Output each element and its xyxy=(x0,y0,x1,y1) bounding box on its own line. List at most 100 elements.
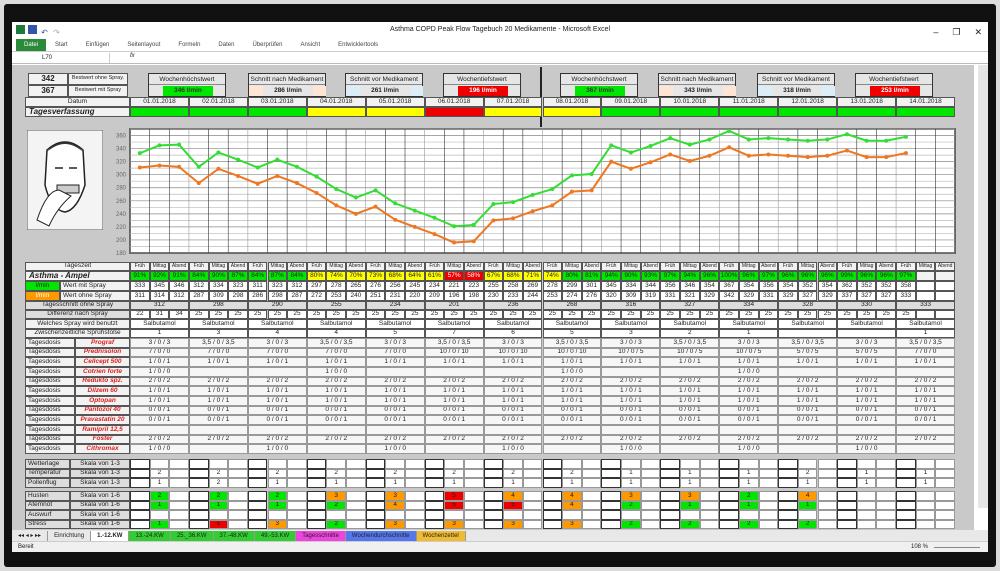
y-tick-label: 360 xyxy=(116,134,127,140)
zoom-level: 108 % xyxy=(910,544,928,550)
asthma-patient-illustration xyxy=(27,130,103,230)
ribbon-tab-1[interactable]: Start xyxy=(55,41,68,48)
ribbon-tab-5[interactable]: Daten xyxy=(218,41,235,48)
close-icon[interactable]: ✕ xyxy=(974,27,982,37)
data-point xyxy=(569,189,574,194)
data-point xyxy=(491,218,496,223)
ribbon-tab-0[interactable]: Datei xyxy=(16,38,47,51)
data-point xyxy=(412,208,417,213)
data-point xyxy=(727,145,732,150)
data-point xyxy=(609,143,614,148)
data-point xyxy=(157,143,162,148)
status-ready: Bereit xyxy=(18,544,34,550)
data-point xyxy=(373,204,378,209)
redo-icon[interactable]: ↷ xyxy=(53,28,60,37)
data-point xyxy=(903,134,908,139)
data-point xyxy=(884,138,889,143)
data-point xyxy=(137,165,142,170)
data-point xyxy=(825,137,830,142)
sheet-nav-arrows[interactable]: ◂◂ ◂ ▸ ▸▸ xyxy=(12,530,49,541)
sheet-tab[interactable]: 25._36.KW xyxy=(170,530,214,541)
sheet-tab[interactable]: Wochendurchschnitte xyxy=(345,530,417,541)
data-point xyxy=(412,224,417,229)
data-point xyxy=(864,138,869,143)
data-point xyxy=(668,136,673,141)
y-tick-label: 240 xyxy=(116,212,127,218)
data-point xyxy=(511,216,516,221)
data-point xyxy=(373,188,378,193)
data-point xyxy=(471,222,476,227)
data-point xyxy=(884,155,889,160)
ribbon-tab-2[interactable]: Einfügen xyxy=(85,41,110,48)
ribbon-tab-8[interactable]: Entwicklertools xyxy=(338,41,379,48)
data-point xyxy=(393,201,398,206)
data-point xyxy=(766,136,771,141)
formula-bar: L70 fx xyxy=(12,52,988,64)
data-point xyxy=(864,155,869,160)
data-point xyxy=(786,137,791,142)
data-point xyxy=(648,160,653,165)
name-box[interactable]: L70 xyxy=(20,53,110,63)
data-point xyxy=(216,166,221,171)
ribbon-tab-7[interactable]: Ansicht xyxy=(300,41,321,48)
data-point xyxy=(530,192,535,197)
data-point xyxy=(236,157,241,162)
data-point xyxy=(628,166,633,171)
restore-icon[interactable]: ❐ xyxy=(952,27,961,37)
data-point xyxy=(805,155,810,160)
title-bar: ↶ ↷ Asthma COPD Peak Flow Tagebuch 20 Me… xyxy=(12,22,988,38)
y-tick-label: 180 xyxy=(116,251,127,257)
save-icon[interactable] xyxy=(28,25,37,34)
sheet-tab[interactable]: 13.-24.KW xyxy=(129,530,171,541)
status-bar: Bereit 108 % xyxy=(12,541,988,552)
ribbon-tab-4[interactable]: Formeln xyxy=(178,41,201,48)
data-point xyxy=(648,143,653,148)
series-line-mit xyxy=(139,129,907,228)
data-point xyxy=(177,142,182,147)
data-point xyxy=(275,173,280,178)
data-point xyxy=(196,164,201,169)
minimize-icon[interactable]: – xyxy=(933,27,939,37)
window-title: Asthma COPD Peak Flow Tagebuch 20 Medika… xyxy=(389,26,611,33)
data-point xyxy=(432,232,437,237)
data-point xyxy=(452,240,457,245)
data-point xyxy=(687,158,692,163)
data-point xyxy=(825,153,830,158)
y-tick-label: 200 xyxy=(116,238,127,244)
series-line-ohne xyxy=(139,146,907,244)
data-point xyxy=(805,138,810,143)
data-point xyxy=(255,165,260,170)
sheet-tab[interactable]: 1.-12.KW xyxy=(91,530,130,541)
data-point xyxy=(707,137,712,142)
sheet-tab[interactable]: Einrichtung xyxy=(48,530,92,541)
data-point xyxy=(196,181,201,186)
data-point xyxy=(334,203,339,208)
data-point xyxy=(294,181,299,186)
sheet-tab[interactable]: 49.-53.KW xyxy=(254,530,297,541)
sheet-tab[interactable]: 37.-48.KW xyxy=(213,530,255,541)
sheet-tab[interactable]: Wochenzettel xyxy=(416,530,466,541)
data-point xyxy=(707,153,712,158)
data-point xyxy=(236,173,241,178)
data-point xyxy=(275,157,280,162)
data-point xyxy=(550,187,555,192)
data-point xyxy=(314,174,319,179)
fx-icon[interactable]: fx xyxy=(130,53,135,59)
data-point xyxy=(314,190,319,195)
ribbon-tabs: Datei Start Einfügen Seitenlayout Formeln Dat… xyxy=(12,38,988,52)
undo-icon[interactable]: ↶ xyxy=(41,28,48,37)
data-point xyxy=(903,151,908,156)
ribbon-tab-3[interactable]: Seitenlayout xyxy=(127,41,161,48)
data-point xyxy=(844,148,849,153)
data-point xyxy=(746,137,751,142)
y-tick-label: 260 xyxy=(116,199,127,205)
data-point xyxy=(432,215,437,220)
ribbon-tab-6[interactable]: Überprüfen xyxy=(252,41,283,48)
y-tick-label: 320 xyxy=(116,160,127,166)
data-point xyxy=(628,150,633,155)
data-point xyxy=(255,181,260,186)
zoom-slider[interactable] xyxy=(934,547,980,548)
data-point xyxy=(668,152,673,157)
sheet-tab[interactable]: Tagesschnitte xyxy=(296,530,346,541)
data-point xyxy=(294,164,299,169)
